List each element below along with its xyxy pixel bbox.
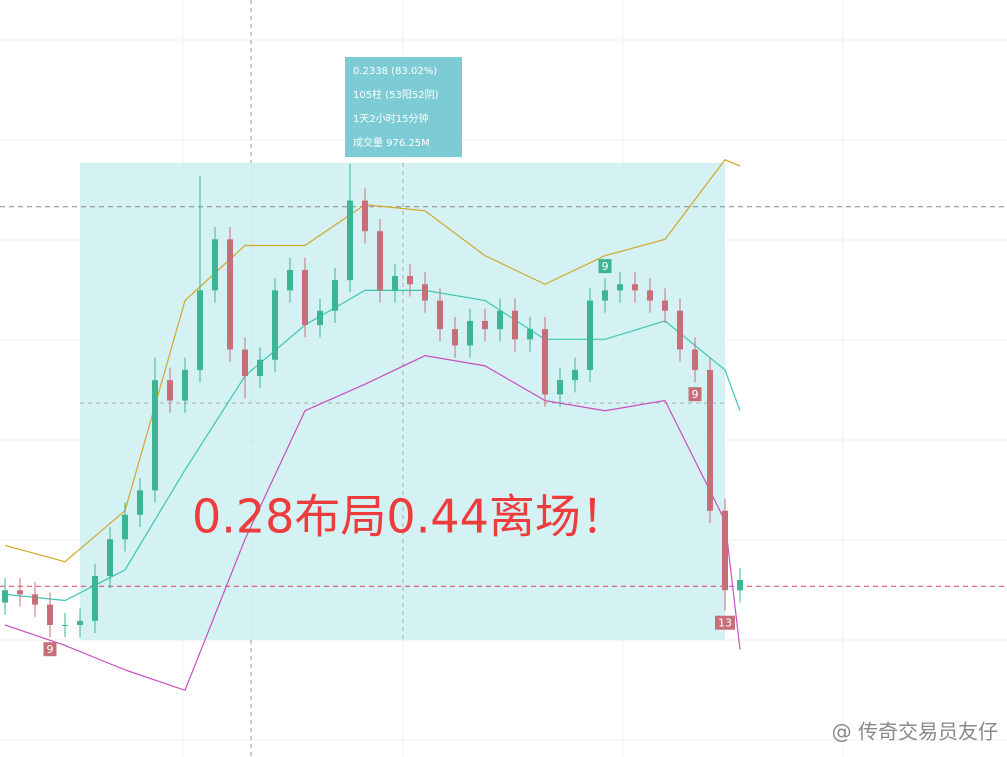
candle-body xyxy=(17,590,23,595)
measure-box xyxy=(80,163,725,641)
td-marker-label: 9 xyxy=(602,260,609,273)
candle-body xyxy=(737,580,743,591)
tooltip-line: 0.2338 (83.02%) xyxy=(353,66,437,77)
tooltip-line: 105柱 (53阳52阴) xyxy=(353,88,439,101)
candle-body xyxy=(377,231,383,291)
candle-body xyxy=(47,604,53,625)
candle-body xyxy=(167,380,173,401)
candle-body xyxy=(482,320,488,330)
candle-body xyxy=(77,620,83,625)
candle-body xyxy=(602,290,608,301)
candle-body xyxy=(722,510,728,591)
candle-body xyxy=(662,300,668,311)
candle-body xyxy=(2,590,8,603)
annotation: 0.28布局0.44离场！ xyxy=(192,490,627,544)
td-marker-label: 9 xyxy=(692,388,699,401)
candle-body xyxy=(92,576,98,621)
candle-body xyxy=(287,269,293,291)
candle-body xyxy=(347,200,353,281)
candle-body xyxy=(197,290,203,370)
candle-body xyxy=(362,200,368,232)
candle-body xyxy=(392,276,398,291)
candle-body xyxy=(497,310,503,330)
candle-body xyxy=(572,369,578,381)
candle-body xyxy=(467,320,473,346)
candle-body xyxy=(302,269,308,326)
candle-body xyxy=(452,329,458,346)
measure-tooltip xyxy=(345,57,462,158)
tooltip-line: 成交量 976.25M xyxy=(353,136,430,149)
candle-body xyxy=(317,310,323,326)
candle-body xyxy=(422,284,428,301)
candle-body xyxy=(272,290,278,360)
td-marker xyxy=(598,259,612,274)
candle-body xyxy=(677,310,683,350)
candle-body xyxy=(512,310,518,340)
candle-body xyxy=(107,539,113,577)
band-line xyxy=(4,159,741,563)
candle-body xyxy=(212,239,218,291)
candle-body xyxy=(707,369,713,511)
candle-body xyxy=(632,284,638,291)
candle-body xyxy=(182,369,188,401)
candle-body xyxy=(242,349,248,377)
candle-body xyxy=(62,624,68,626)
td-marker xyxy=(43,642,57,657)
candle-body xyxy=(407,276,413,285)
candle-body xyxy=(692,349,698,370)
td-marker-label: 9 xyxy=(47,643,54,656)
watermark: @ 传奇交易员友仔 xyxy=(832,720,998,744)
candle-body xyxy=(152,380,158,491)
candle-body xyxy=(257,359,263,377)
band-line xyxy=(4,355,741,692)
candle-body xyxy=(587,300,593,370)
candle-body xyxy=(542,329,548,395)
candle-body xyxy=(122,514,128,540)
td-marker xyxy=(688,387,702,402)
candle-body xyxy=(617,284,623,291)
candle-body xyxy=(32,594,38,605)
candle-body xyxy=(647,290,653,301)
candle-body xyxy=(557,380,563,395)
candle-body xyxy=(227,239,233,350)
tooltip-line: 1天2小时15分钟 xyxy=(353,112,428,125)
candle-body xyxy=(137,490,143,515)
candle-body xyxy=(527,329,533,340)
candle-body xyxy=(332,280,338,311)
candle-body xyxy=(437,300,443,330)
td-marker xyxy=(715,615,735,630)
td-marker-label: 13 xyxy=(718,617,732,630)
